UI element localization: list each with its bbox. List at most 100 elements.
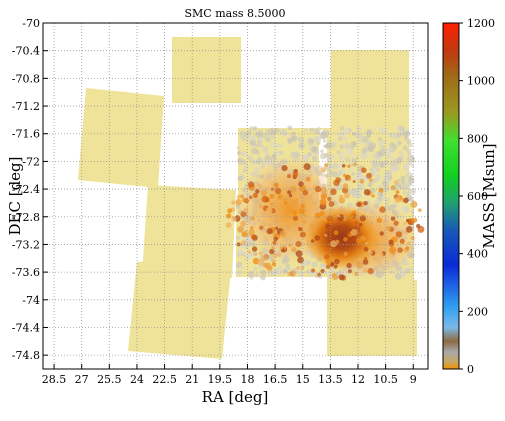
density-cell: [262, 133, 268, 139]
density-cell: [238, 265, 244, 270]
density-cell: [410, 200, 418, 208]
density-cell: [350, 141, 357, 148]
density-cell: [231, 216, 237, 222]
density-cell: [367, 249, 373, 255]
density-cell: [291, 135, 298, 142]
density-cell: [341, 164, 346, 168]
density-cell: [255, 143, 261, 148]
density-cell: [366, 172, 372, 179]
y-tick-label: -70.8: [12, 72, 40, 85]
density-cell: [351, 153, 355, 158]
density-cell: [299, 231, 306, 238]
density-cell: [249, 126, 254, 131]
density-cell: [271, 262, 277, 267]
density-cell: [362, 267, 368, 273]
density-cell: [269, 248, 275, 255]
density-cell: [320, 167, 327, 173]
density-cell: [279, 230, 287, 238]
y-tick-label: -73.6: [12, 266, 40, 279]
density-cell: [346, 262, 352, 269]
density-cell: [242, 250, 247, 256]
density-cell: [363, 257, 368, 261]
survey-tile: [128, 261, 231, 359]
density-cell: [338, 136, 343, 142]
density-cell: [278, 150, 284, 155]
density-cell: [382, 181, 390, 188]
density-cell: [240, 134, 246, 140]
density-cell: [408, 188, 412, 192]
density-cell: [383, 159, 389, 166]
density-cell: [395, 272, 401, 279]
density-cell: [325, 223, 332, 230]
plot-frame: [42, 22, 429, 370]
density-cell: [281, 248, 286, 253]
density-cell: [247, 252, 254, 259]
density-cell: [271, 246, 275, 250]
density-cell: [367, 182, 373, 188]
density-cell: [376, 217, 383, 224]
density-cell: [315, 136, 322, 143]
x-tick-label: 28.5: [42, 373, 67, 386]
density-cell: [247, 155, 254, 161]
density-cell: [311, 261, 318, 268]
x-tick-label: 21: [185, 373, 199, 386]
tile-gap: [134, 196, 142, 262]
density-cell: [272, 240, 277, 245]
density-cell: [339, 125, 345, 131]
density-cell: [270, 187, 274, 191]
y-tick-label: -72.4: [12, 183, 40, 196]
density-cell: [360, 152, 368, 160]
density-cell: [410, 209, 415, 214]
density-cell: [338, 151, 345, 158]
density-cell: [325, 264, 331, 270]
tile-gap: [165, 96, 172, 104]
density-cell: [327, 196, 332, 202]
density-cell: [292, 171, 299, 178]
density-cell: [248, 181, 255, 188]
density-cell: [282, 268, 288, 274]
density-cell: [359, 178, 365, 184]
colorbar-tick-label: 0: [467, 363, 474, 376]
density-cell: [261, 254, 269, 262]
density-cell: [385, 197, 390, 203]
density-cell: [265, 207, 273, 215]
density-cell: [306, 176, 311, 182]
density-cell: [265, 136, 271, 143]
density-cell: [231, 200, 236, 205]
density-cell: [242, 169, 247, 173]
density-cell: [307, 152, 312, 156]
density-cell: [264, 262, 272, 270]
density-cell: [358, 222, 363, 227]
density-cell: [335, 239, 340, 244]
x-tick-label: 9: [410, 373, 417, 386]
density-cell: [379, 162, 385, 168]
density-cell: [282, 197, 288, 203]
density-cell: [247, 250, 252, 254]
density-cell: [407, 155, 415, 162]
density-cell: [398, 150, 404, 156]
survey-tile: [78, 88, 164, 188]
density-cell: [238, 158, 246, 166]
density-cell: [333, 230, 339, 236]
density-cell: [333, 179, 340, 187]
density-cell: [368, 178, 373, 183]
density-cell: [352, 132, 356, 136]
density-cell: [351, 158, 355, 162]
density-cell: [362, 259, 369, 265]
density-cell: [257, 183, 263, 189]
density-cell: [397, 247, 403, 253]
x-ticks: 28.5 27 25.5 24 22.5 21 19.5 18 16.5 15 13.5 12 10.5…: [42, 364, 417, 386]
density-cell: [410, 236, 415, 241]
density-cell: [312, 184, 316, 188]
y-ticks: -70 -70.4 -70.8 -71.2 -71.6 -72 -72.4 -72.8 -73.…: [12, 17, 48, 362]
density-cell: [334, 258, 340, 265]
survey-tile: [327, 50, 409, 130]
density-cell: [259, 274, 266, 281]
density-cell: [271, 270, 277, 276]
density-cell: [378, 251, 384, 258]
density-cell: [252, 135, 257, 140]
x-tick-label: 10.5: [373, 373, 398, 386]
density-cell: [381, 139, 387, 145]
